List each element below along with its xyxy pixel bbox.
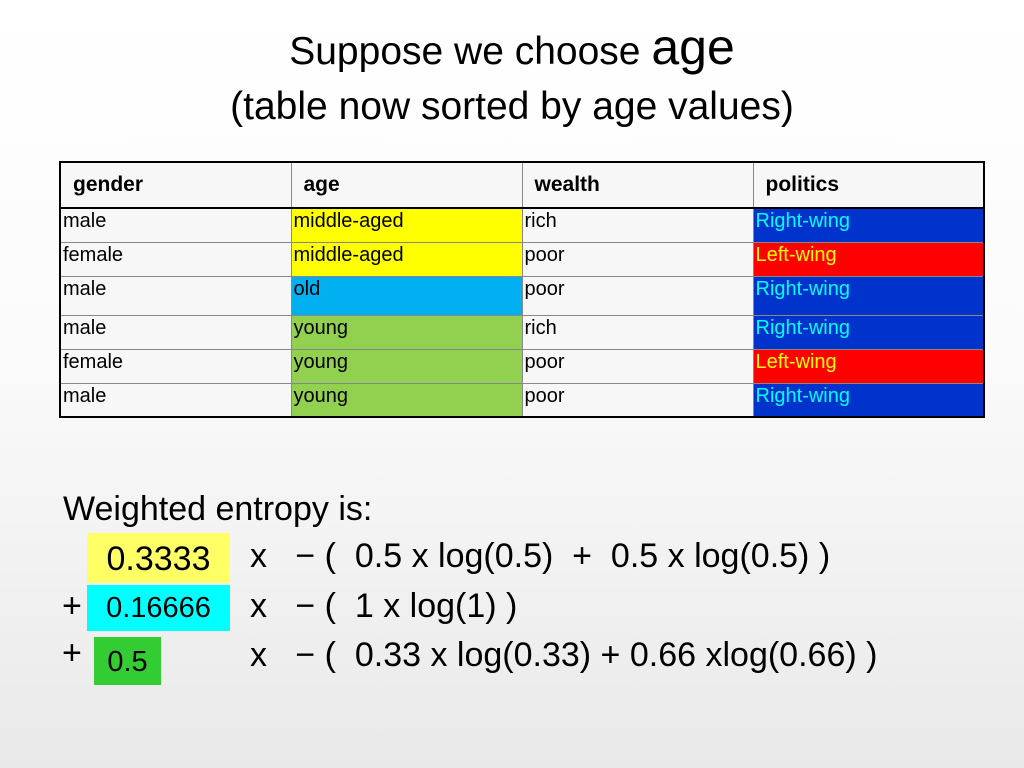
table-row: female middle-aged poor Left-wing xyxy=(59,241,985,277)
cell-gender: male xyxy=(59,275,292,316)
cell-politics: Right-wing xyxy=(752,382,985,418)
cell-wealth: poor xyxy=(521,275,754,316)
header-politics: politics xyxy=(752,161,985,209)
title-attribute: age xyxy=(651,19,735,75)
table-row: male middle-aged rich Right-wing xyxy=(59,207,985,243)
cell-wealth: poor xyxy=(521,241,754,277)
weight-box-old: 0.16666 xyxy=(87,585,230,631)
cell-gender: female xyxy=(59,348,292,384)
entropy-term-old: x − ( 1 x log(1) ) xyxy=(250,587,518,625)
cell-gender: female xyxy=(59,241,292,277)
cell-politics: Right-wing xyxy=(752,314,985,350)
entropy-heading: Weighted entropy is: xyxy=(63,490,373,528)
table-row: male young rich Right-wing xyxy=(59,314,985,350)
plus-sign: + xyxy=(62,634,82,672)
table-row: female young poor Left-wing xyxy=(59,348,985,384)
cell-age: young xyxy=(290,314,523,350)
cell-gender: male xyxy=(59,382,292,418)
entropy-term-middle-aged: x − ( 0.5 x log(0.5) + 0.5 x log(0.5) ) xyxy=(250,537,831,575)
cell-wealth: poor xyxy=(521,348,754,384)
cell-politics: Left-wing xyxy=(752,241,985,277)
cell-politics: Right-wing xyxy=(752,207,985,243)
cell-gender: male xyxy=(59,314,292,350)
header-wealth: wealth xyxy=(521,161,754,209)
table-header-row: gender age wealth politics xyxy=(59,161,985,209)
cell-wealth: poor xyxy=(521,382,754,418)
weight-box-middle-aged: 0.3333 xyxy=(87,533,230,583)
slide-title-line1: Suppose we choose age xyxy=(0,22,1024,72)
weight-box-young: 0.5 xyxy=(94,637,161,685)
slide-title-line2: (table now sorted by age values) xyxy=(230,85,794,128)
title-prefix: Suppose we choose xyxy=(289,30,652,73)
table-row: male old poor Right-wing xyxy=(59,275,985,316)
entropy-term-young: x − ( 0.33 x log(0.33) + 0.66 xlog(0.66)… xyxy=(250,636,878,674)
cell-age: young xyxy=(290,348,523,384)
table-row: male young poor Right-wing xyxy=(59,382,985,418)
cell-age: old xyxy=(290,275,523,316)
plus-sign: + xyxy=(62,587,82,625)
cell-gender: male xyxy=(59,207,292,243)
cell-age: middle-aged xyxy=(290,207,523,243)
header-gender: gender xyxy=(59,161,292,209)
cell-politics: Left-wing xyxy=(752,348,985,384)
cell-age: middle-aged xyxy=(290,241,523,277)
header-age: age xyxy=(290,161,523,209)
cell-age: young xyxy=(290,382,523,418)
data-table: gender age wealth politics male middle-a… xyxy=(59,161,985,418)
cell-wealth: rich xyxy=(521,207,754,243)
cell-wealth: rich xyxy=(521,314,754,350)
cell-politics: Right-wing xyxy=(752,275,985,316)
